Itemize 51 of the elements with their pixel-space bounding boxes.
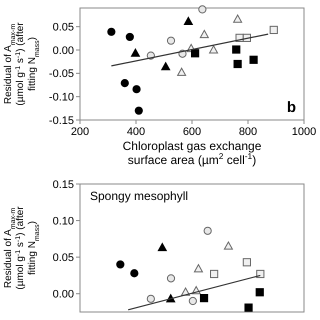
point bbox=[166, 274, 176, 282]
point bbox=[234, 60, 242, 68]
point bbox=[232, 45, 240, 54]
annotation: Spongy mesophyll bbox=[90, 189, 188, 203]
point bbox=[242, 258, 251, 266]
point bbox=[250, 56, 258, 64]
point bbox=[256, 270, 264, 278]
x-tick-label: 1000 bbox=[292, 126, 316, 138]
y-tick-label: -0.05 bbox=[48, 68, 74, 80]
point bbox=[190, 49, 200, 58]
point bbox=[132, 85, 141, 94]
y-tick-label: 0.00 bbox=[52, 288, 74, 301]
point bbox=[146, 294, 155, 303]
annotation: b bbox=[286, 99, 296, 116]
x-tick-label: 200 bbox=[70, 126, 90, 138]
point bbox=[158, 242, 167, 252]
y-tick-label: 0.05 bbox=[52, 252, 74, 264]
point bbox=[120, 79, 129, 88]
point bbox=[107, 28, 116, 36]
y-tick-label: -0.15 bbox=[48, 114, 74, 127]
point bbox=[161, 62, 170, 70]
point bbox=[224, 241, 233, 250]
point bbox=[256, 288, 264, 296]
point bbox=[116, 260, 124, 269]
point bbox=[194, 264, 203, 272]
point bbox=[244, 304, 253, 312]
y-tick-label: 0.00 bbox=[52, 44, 74, 57]
point bbox=[126, 32, 134, 42]
x-tick-label: 600 bbox=[182, 126, 202, 138]
point bbox=[134, 106, 143, 115]
point bbox=[198, 5, 206, 14]
point bbox=[209, 45, 218, 54]
point bbox=[130, 269, 138, 278]
point bbox=[184, 16, 193, 26]
point bbox=[188, 296, 197, 306]
point bbox=[130, 48, 140, 57]
x-axis-title: Chloroplast gas exchange surface area (µm$^{2}$ cell$^{-1}$) bbox=[122, 139, 262, 167]
point bbox=[177, 68, 186, 76]
y-tick-label: 0.10 bbox=[52, 215, 74, 228]
y-tick-label: 0.15 bbox=[52, 178, 74, 191]
point bbox=[210, 270, 218, 278]
point bbox=[204, 226, 212, 235]
point bbox=[270, 26, 278, 34]
y-tick-label: -0.10 bbox=[48, 92, 74, 104]
x-tick-label: 400 bbox=[126, 126, 146, 138]
point bbox=[200, 30, 209, 38]
point bbox=[200, 294, 208, 302]
x-tick-label: 800 bbox=[238, 126, 258, 138]
y-tick-label: 0.05 bbox=[52, 22, 74, 34]
point bbox=[166, 36, 176, 45]
point bbox=[233, 14, 242, 23]
